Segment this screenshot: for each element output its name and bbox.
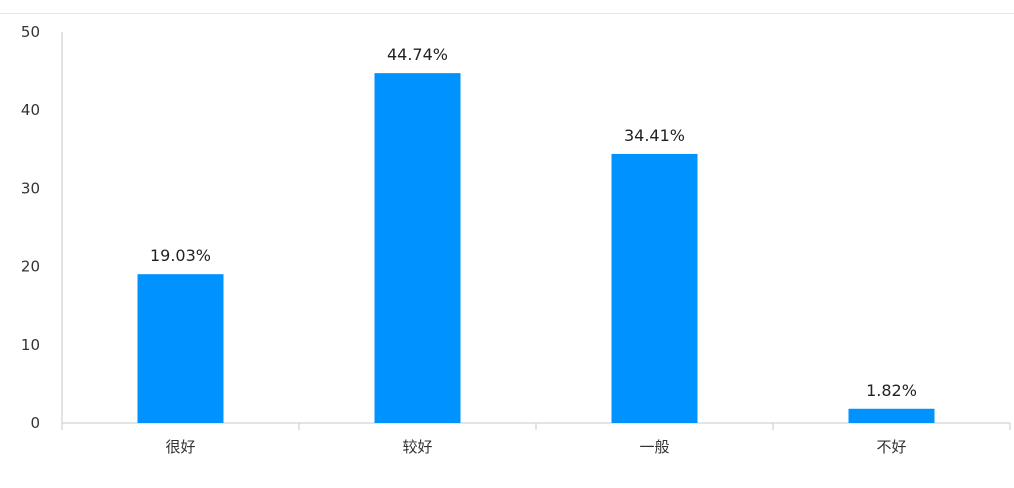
bar-series [137,73,935,423]
y-tick-label: 20 [21,258,40,276]
data-label: 19.03% [150,246,211,265]
top-border-line [0,13,1014,14]
x-tick-label: 很好 [165,438,195,456]
x-axis-ticks [61,423,1011,430]
bar [611,153,698,423]
data-label: 44.74% [387,45,448,64]
data-labels: 19.03% 44.74% 34.41% 1.82% [150,45,917,400]
x-tick-label: 较好 [402,438,432,456]
bar [848,408,935,423]
bar [374,73,461,423]
x-tick-label: 不好 [876,438,906,456]
y-tick-label: 50 [21,23,40,41]
data-label: 1.82% [866,381,917,400]
bar [137,274,224,423]
y-tick-label: 10 [21,336,40,354]
x-axis-labels: 很好 较好 一般 不好 [165,438,906,456]
data-label: 34.41% [624,126,685,145]
x-tick-label: 一般 [639,438,669,456]
y-tick-label: 0 [30,414,40,432]
y-axis-ticks: 0 10 20 30 40 50 [21,23,40,432]
y-tick-label: 40 [21,101,40,119]
y-tick-label: 30 [21,179,40,197]
